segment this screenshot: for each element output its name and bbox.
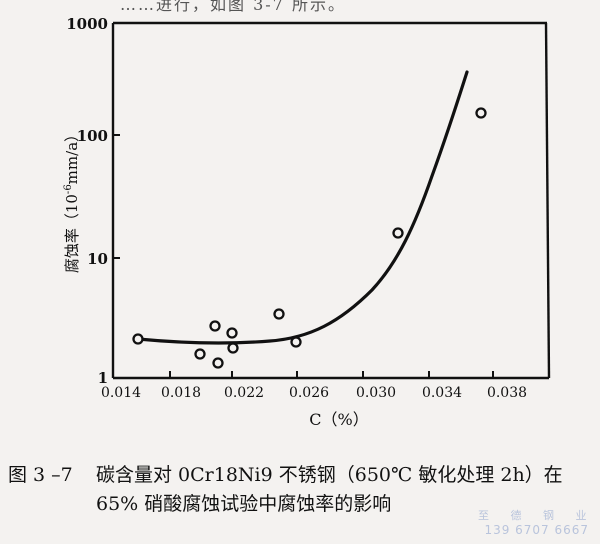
watermark-company: 至 德 钢 业 [478, 509, 596, 522]
figure-number: 图 3 –7 [8, 464, 73, 486]
x-tick-0038: 0.038 [487, 385, 527, 401]
y-tick-1000: 1000 [66, 15, 108, 33]
plot-frame [111, 21, 551, 380]
data-point [226, 327, 238, 339]
y-axis-ticks [113, 134, 120, 259]
watermark: 至 德 钢 业 139 6707 6667 [478, 508, 596, 538]
data-points [132, 107, 487, 369]
data-point [212, 357, 224, 369]
data-point [209, 320, 221, 332]
data-point [132, 333, 144, 345]
y-tick-10: 10 [87, 250, 108, 268]
data-point [392, 227, 404, 239]
caption-line-2: 65% 硝酸腐蚀试验中腐蚀率的影响 [96, 493, 392, 515]
trend-curve [136, 70, 469, 345]
data-point [227, 342, 239, 354]
y-tick-1: 1 [98, 369, 108, 387]
preceding-text-fragment: ……进行，如图 3-7 所示。 [120, 0, 346, 14]
data-point [475, 107, 487, 119]
y-tick-labels: 1000 100 10 1 [66, 15, 108, 387]
data-point [290, 336, 302, 348]
x-tick-0026: 0.026 [289, 385, 329, 401]
y-axis-label: 腐蚀率（10-6mm/a） [63, 127, 81, 273]
x-axis-ticks [169, 371, 494, 378]
x-tick-0018: 0.018 [161, 385, 201, 401]
x-tick-0022: 0.022 [224, 385, 264, 401]
x-tick-0030: 0.030 [356, 385, 396, 401]
x-tick-labels: 0.014 0.018 0.022 0.026 0.030 0.034 0.03… [101, 385, 527, 401]
data-point [273, 308, 285, 320]
x-axis-label: C（%） [309, 410, 368, 429]
x-tick-0014: 0.014 [101, 385, 141, 401]
watermark-phone: 139 6707 6667 [484, 523, 590, 537]
data-point [194, 348, 206, 360]
corrosion-rate-chart: 1000 100 10 1 0.014 0.018 0.022 0.026 0.… [63, 15, 551, 429]
caption-line-1: 碳含量对 0Cr18Ni9 不锈钢（650℃ 敏化处理 2h）在 [96, 464, 563, 486]
y-tick-100: 100 [77, 127, 108, 145]
x-tick-0034: 0.034 [422, 385, 462, 401]
